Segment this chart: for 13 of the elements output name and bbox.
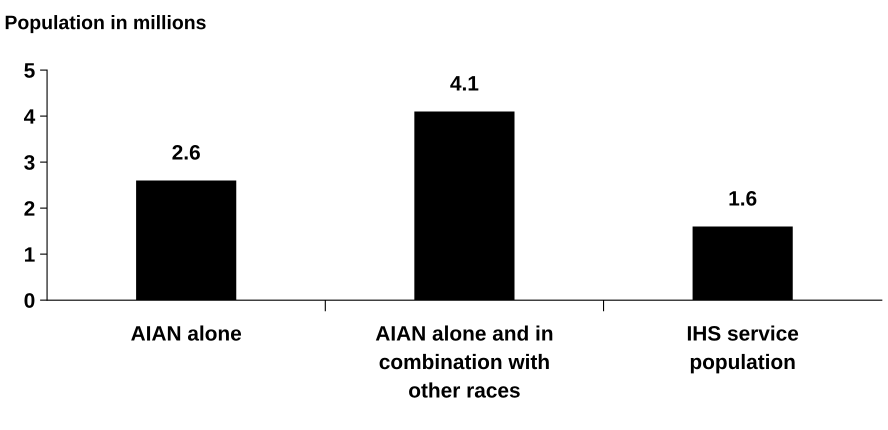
y-tick-label: 5 — [24, 63, 35, 78]
y-tick-label: 2 — [24, 201, 34, 216]
y-tick-label: 0 — [24, 293, 34, 308]
data-label: 4.1 — [450, 76, 478, 91]
data-label: 1.6 — [729, 190, 756, 206]
x-tick-label: IHS service population — [688, 325, 798, 374]
y-tick-label: 4 — [24, 109, 36, 124]
x-tick-label: AIAN alone — [131, 325, 242, 341]
x-tick-label: AIAN alone and in combination with other races — [376, 325, 552, 398]
y-axis-title: Population in millions — [6, 15, 206, 34]
data-label: 2.6 — [172, 144, 200, 160]
y-tick-label: 3 — [24, 155, 35, 170]
y-tick-label: 1 — [24, 247, 35, 262]
